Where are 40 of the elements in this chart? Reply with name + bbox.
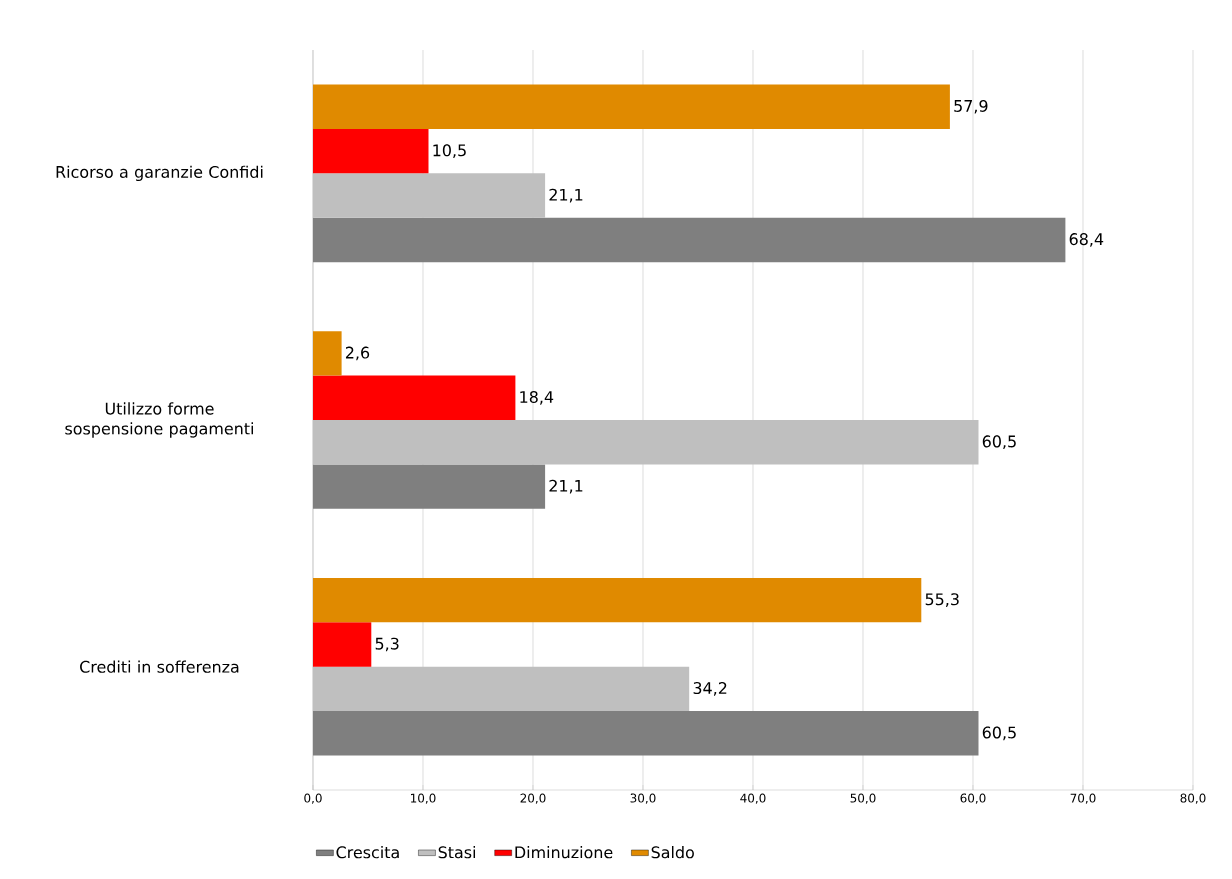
legend-label: Stasi bbox=[438, 846, 476, 859]
y-tick-label: Utilizzo forme sospensione pagamenti bbox=[65, 402, 253, 438]
data-label: 55,3 bbox=[925, 593, 959, 607]
x-tick-label: 20,0 bbox=[520, 793, 546, 804]
bar bbox=[313, 622, 372, 667]
data-label: 34,2 bbox=[693, 682, 727, 696]
bar bbox=[313, 128, 429, 174]
bar bbox=[313, 464, 546, 509]
bar bbox=[313, 420, 979, 465]
x-tick-label: 40,0 bbox=[740, 793, 766, 804]
x-tick-label: 10,0 bbox=[411, 793, 436, 804]
x-tick-label: 30,0 bbox=[630, 793, 656, 804]
data-label: 57,9 bbox=[954, 99, 988, 114]
x-tick-label: 70,0 bbox=[1070, 793, 1096, 804]
x-tick-label: 80,0 bbox=[1180, 793, 1206, 804]
legend-label: Crescita bbox=[336, 846, 399, 859]
y-tick-label: Ricorso a garanzie Confidi bbox=[56, 165, 263, 182]
data-label: 60,5 bbox=[982, 435, 1016, 450]
data-label: 21,1 bbox=[549, 188, 583, 203]
data-label: 10,5 bbox=[433, 144, 466, 158]
bar bbox=[313, 577, 922, 623]
x-tick-label: 50,0 bbox=[850, 793, 876, 804]
x-tick-label: 60,0 bbox=[960, 793, 986, 804]
data-label: 21,1 bbox=[549, 479, 583, 494]
data-label: 5,3 bbox=[375, 637, 399, 652]
bar bbox=[313, 217, 1066, 263]
y-tick-label: Crediti in sofferenza bbox=[80, 660, 239, 673]
bar bbox=[313, 375, 516, 421]
bar bbox=[313, 666, 690, 712]
legend-label: Diminuzione bbox=[515, 846, 613, 859]
data-label: 18,4 bbox=[520, 390, 554, 405]
bar bbox=[313, 711, 979, 756]
data-label: 68,4 bbox=[1069, 233, 1104, 247]
data-label: 60,5 bbox=[982, 726, 1016, 741]
x-tick-label: 0,0 bbox=[304, 793, 322, 804]
legend-label: Saldo bbox=[651, 846, 694, 859]
data-label: 2,6 bbox=[345, 346, 370, 361]
bar bbox=[313, 84, 950, 129]
bar bbox=[313, 331, 342, 376]
bar bbox=[313, 173, 546, 218]
